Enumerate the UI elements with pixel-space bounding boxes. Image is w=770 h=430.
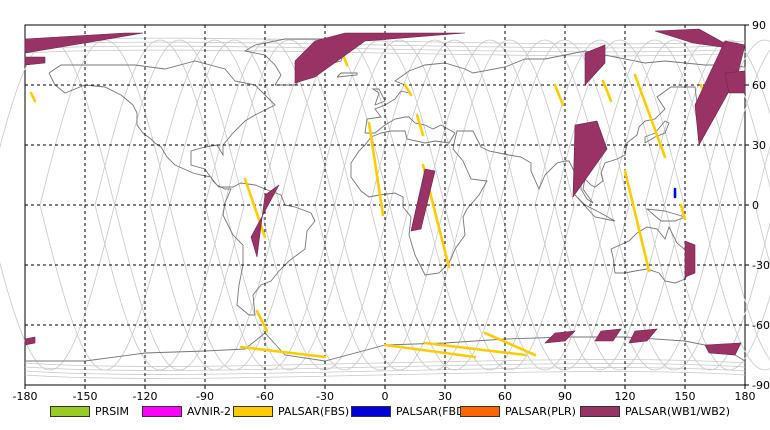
x-tick-label: -150 bbox=[73, 390, 98, 403]
legend-swatch-prsim bbox=[50, 405, 90, 417]
coverage-swath bbox=[628, 328, 658, 344]
legend-swatch-palsar-fbd bbox=[351, 405, 391, 417]
orbit-track bbox=[0, 39, 245, 371]
orbit-track bbox=[24, 371, 746, 379]
coverage-swath bbox=[572, 120, 608, 198]
y-tick-label: 90 bbox=[752, 19, 766, 32]
coverage-swath bbox=[24, 336, 36, 346]
x-tick-label: 180 bbox=[735, 390, 756, 403]
coverage-swath bbox=[724, 70, 746, 94]
coverage-strip bbox=[553, 83, 565, 107]
coastline bbox=[574, 194, 616, 222]
x-tick-label: 60 bbox=[498, 390, 512, 403]
coverage-strip bbox=[243, 177, 267, 239]
coastline bbox=[25, 332, 746, 362]
x-tick-label: 90 bbox=[558, 390, 572, 403]
x-tick-label: -60 bbox=[256, 390, 274, 403]
coverage-strips bbox=[24, 28, 746, 359]
coverage-strip bbox=[423, 341, 527, 357]
x-tick-label: -90 bbox=[196, 390, 214, 403]
coverage-swath bbox=[704, 342, 742, 356]
legend-label-avnir2: AVNIR-2 bbox=[187, 404, 231, 418]
coverage-swath bbox=[24, 56, 46, 66]
coverage-strip bbox=[255, 309, 269, 333]
coverage-strip bbox=[601, 79, 613, 103]
x-tick-label: -120 bbox=[133, 390, 158, 403]
coastline bbox=[645, 208, 687, 222]
orbit-track bbox=[24, 45, 746, 53]
coverage-strip bbox=[415, 113, 425, 137]
coverage-strip bbox=[623, 169, 651, 273]
orbit-track bbox=[644, 39, 770, 206]
coverage-swath bbox=[250, 184, 280, 258]
coverage-swath bbox=[24, 32, 144, 54]
legend-item-avnir2: AVNIR-2 bbox=[142, 404, 231, 418]
legend-item-palsar-fbd: PALSAR(FBD) bbox=[351, 404, 469, 418]
x-tick-label: 150 bbox=[675, 390, 696, 403]
orbit-track bbox=[259, 39, 520, 371]
coverage-swath bbox=[544, 330, 576, 344]
orbit-track bbox=[699, 39, 770, 206]
coverage-strip bbox=[403, 83, 413, 97]
legend-swatch-palsar-wb bbox=[580, 405, 620, 417]
legend-item-palsar-fbs: PALSAR(FBS) bbox=[233, 404, 349, 418]
coverage-strip bbox=[367, 121, 385, 217]
x-tick-label: -30 bbox=[316, 390, 334, 403]
legend-swatch-avnir2 bbox=[142, 405, 182, 417]
coverage-strip bbox=[633, 73, 667, 159]
orbit-track bbox=[24, 363, 746, 371]
coastline bbox=[371, 88, 386, 106]
coastline bbox=[48, 60, 316, 316]
x-tick-label: 120 bbox=[615, 390, 636, 403]
legend-label-palsar-plr: PALSAR(PLR) bbox=[505, 404, 576, 418]
coverage-strip bbox=[383, 343, 477, 359]
orbit-track bbox=[24, 367, 746, 375]
orbit-track bbox=[24, 41, 746, 49]
orbit-track bbox=[644, 204, 770, 371]
legend-label-palsar-fbd: PALSAR(FBD) bbox=[396, 404, 469, 418]
coverage-swath bbox=[410, 168, 436, 232]
y-tick-label: 60 bbox=[752, 79, 766, 92]
coastline bbox=[350, 50, 746, 276]
orbit-track bbox=[24, 49, 746, 57]
coverage-strip bbox=[29, 91, 37, 103]
legend-label-palsar-fbs: PALSAR(FBS) bbox=[278, 404, 350, 418]
coverage-swath bbox=[294, 32, 466, 84]
coverage-swath bbox=[584, 44, 606, 86]
legend-label-prsim: PRSIM bbox=[95, 404, 129, 418]
x-tick-label: 0 bbox=[382, 390, 389, 403]
coverage-swath bbox=[694, 40, 746, 146]
coverage-swath bbox=[684, 240, 696, 278]
y-tick-label: -30 bbox=[752, 259, 770, 272]
orbit-track bbox=[699, 204, 770, 371]
legend-item-prsim: PRSIM bbox=[50, 404, 129, 418]
orbit-track bbox=[24, 359, 746, 367]
legend-label-palsar-wb: PALSAR(WB1/WB2) bbox=[625, 404, 731, 418]
legend-item-palsar-wb: PALSAR(WB1/WB2) bbox=[580, 404, 730, 418]
orbit-track bbox=[534, 39, 770, 371]
coverage-strip bbox=[679, 203, 687, 221]
coastline bbox=[336, 72, 358, 78]
x-tick-label: -180 bbox=[13, 390, 38, 403]
y-tick-label: 0 bbox=[752, 199, 759, 212]
coverage-strip bbox=[239, 345, 327, 359]
legend-item-palsar-plr: PALSAR(PLR) bbox=[460, 404, 576, 418]
y-tick-label: -60 bbox=[752, 319, 770, 332]
axis-ticks: -180 -150 -120 -90 -60 -30 0 30 60 90 120 150 180 90 6… bbox=[13, 19, 770, 403]
y-tick-label: -90 bbox=[752, 379, 770, 392]
legend-swatch-palsar-fbs bbox=[233, 405, 273, 417]
legend-swatch-palsar-plr bbox=[460, 405, 500, 417]
orbit-track bbox=[589, 49, 770, 371]
legend: PRSIM AVNIR-2 PALSAR(FBS) PALSAR(FBD) PA… bbox=[0, 400, 770, 422]
coastlines bbox=[25, 38, 746, 362]
coverage-swath bbox=[594, 328, 622, 342]
coverage-strip bbox=[483, 331, 537, 357]
x-tick-label: 30 bbox=[438, 390, 452, 403]
y-tick-label: 30 bbox=[752, 139, 766, 152]
